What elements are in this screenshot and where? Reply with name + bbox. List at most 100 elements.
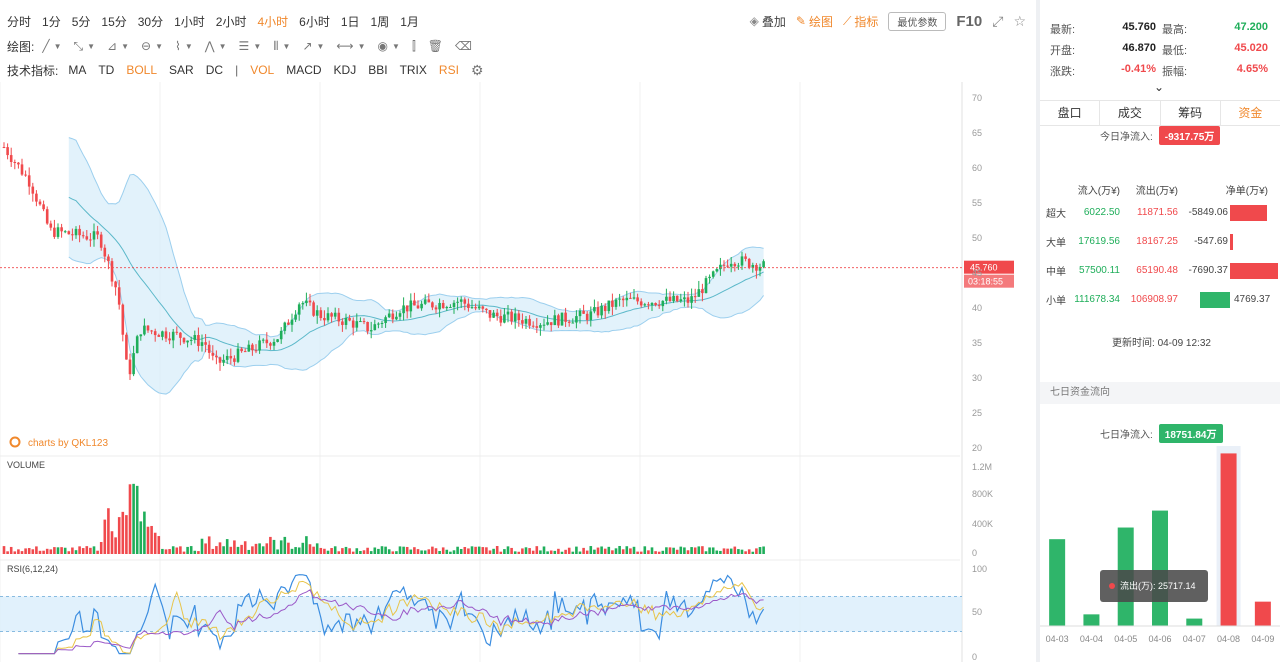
indicator-macd[interactable]: MACD: [286, 63, 322, 77]
volume-bar: [107, 508, 110, 554]
chevron-down-icon[interactable]: ▼: [282, 41, 291, 51]
candlestick-chart[interactable]: 45.760 03:18:55 70 65 60 55 50 45 40 35 30 25 20 1.2…: [0, 82, 1036, 662]
chevron-down-icon[interactable]: ▼: [392, 41, 400, 51]
seven-day-flow-chart[interactable]: 04-03 04-04 04-05 04-06 04-07 04-08 04-09 流出(万)…: [1040, 420, 1280, 662]
volume-bar: [333, 546, 337, 554]
fullscreen-icon[interactable]: ⤢: [992, 12, 1004, 29]
candle-body: [42, 204, 45, 210]
chevron-down-icon[interactable]: ▼: [316, 41, 325, 51]
indicator-rsi[interactable]: RSI: [438, 63, 459, 77]
logo-icon: [9, 436, 21, 448]
candle-body: [395, 316, 398, 320]
candle-body: [744, 256, 747, 259]
period-0[interactable]: 分时: [7, 14, 32, 29]
trash-icon[interactable]: 🗑: [427, 39, 444, 53]
fibonacci-tool-icon[interactable]: ☰: [238, 39, 250, 53]
period-10[interactable]: 1周: [370, 14, 390, 29]
optimal-params-button[interactable]: 最优参数: [888, 11, 947, 31]
period-7[interactable]: 4小时: [257, 14, 289, 29]
volume-bar: [326, 550, 330, 554]
volume-bar: [474, 546, 477, 554]
net-bar: [1230, 262, 1278, 279]
candle-body: [373, 324, 377, 331]
ray-tool-icon[interactable]: ⤡: [73, 38, 84, 53]
volume-bar: [157, 536, 161, 554]
chevron-down-icon[interactable]: ▼: [253, 41, 262, 51]
candle-body: [391, 313, 395, 320]
chevron-down-icon[interactable]: ▼: [357, 41, 366, 51]
volume-bar: [92, 546, 96, 554]
indicator-kdj[interactable]: KDJ: [333, 63, 357, 77]
tab-2[interactable]: 筹码: [1161, 101, 1221, 125]
volume-bar: [211, 548, 215, 554]
indicator-dc[interactable]: DC: [205, 63, 224, 77]
f10-button[interactable]: F10: [956, 12, 983, 30]
period-8[interactable]: 6小时: [299, 14, 330, 29]
indicator-button[interactable]: ⟋ 指标: [842, 13, 879, 29]
pattern-tool-icon[interactable]: ⋀: [204, 39, 215, 53]
period-4[interactable]: 30分: [137, 14, 164, 29]
volume-bar: [45, 548, 49, 554]
range-tool-icon[interactable]: ⟷: [336, 39, 354, 53]
gann-tool-icon[interactable]: ⦀: [273, 38, 279, 53]
rsi-band: [0, 596, 962, 632]
wave-tool-icon[interactable]: ⌇: [175, 39, 181, 53]
period-1[interactable]: 1分: [42, 14, 61, 29]
tab-3[interactable]: 资金: [1238, 106, 1263, 120]
period-9[interactable]: 1日: [340, 14, 360, 29]
line-tool-icon[interactable]: ╱: [42, 39, 50, 53]
indicator-boll[interactable]: BOLL: [126, 63, 158, 77]
chevron-down-icon[interactable]: ▼: [218, 41, 227, 51]
candle-body: [197, 335, 200, 346]
candle-body: [683, 297, 686, 300]
price-tick: 50: [972, 233, 982, 243]
indicator-bbi[interactable]: BBI: [368, 63, 388, 77]
volume-bar: [405, 546, 409, 554]
candle-body: [546, 322, 549, 325]
chevron-down-icon[interactable]: ⌄: [1154, 80, 1165, 94]
channel-tool-icon[interactable]: ⊿: [107, 39, 118, 53]
net-value: 4769.37: [1234, 293, 1271, 305]
period-6[interactable]: 2小时: [215, 14, 247, 29]
chevron-down-icon[interactable]: ▼: [155, 41, 163, 51]
chevron-down-icon[interactable]: ▼: [87, 41, 96, 51]
net-value: -5849.06: [1188, 206, 1228, 218]
period-5[interactable]: 1小时: [174, 14, 205, 29]
chevron-down-icon[interactable]: ▼: [121, 41, 130, 51]
indicator-td[interactable]: TD: [98, 63, 115, 77]
tab-1[interactable]: 成交: [1100, 101, 1161, 125]
period-3[interactable]: 15分: [101, 14, 127, 29]
net-value: -7690.37: [1188, 264, 1228, 276]
eraser-icon[interactable]: ⌫: [455, 39, 472, 53]
panel-divider[interactable]: [1036, 0, 1040, 662]
chevron-down-icon[interactable]: ▼: [184, 41, 193, 51]
indicator-sar[interactable]: SAR: [169, 63, 194, 77]
candle-body: [719, 264, 722, 270]
measure-tool-icon[interactable]: ⫿: [411, 38, 416, 53]
candle-body: [168, 338, 171, 341]
volume-bar: [686, 550, 690, 554]
annotation-tool-icon[interactable]: ◉: [377, 39, 389, 53]
gear-icon[interactable]: ⚙: [470, 61, 484, 78]
period-11[interactable]: 1月: [400, 14, 419, 29]
indicator-ma[interactable]: MA: [68, 63, 87, 77]
volume-bar: [513, 551, 517, 554]
volume-bar: [654, 551, 657, 554]
volume-bar: [603, 548, 607, 554]
draw-button[interactable]: ✎ 绘图: [795, 14, 833, 29]
volume-bar: [675, 549, 679, 554]
arrow-tool-icon[interactable]: ↗: [302, 39, 313, 53]
period-2[interactable]: 5分: [71, 14, 91, 29]
indicator-trix[interactable]: TRIX: [399, 63, 427, 77]
chevron-down-icon[interactable]: ▼: [53, 41, 62, 51]
candle-body: [200, 342, 204, 346]
star-icon[interactable]: ☆: [1013, 12, 1026, 29]
tab-0[interactable]: 盘口: [1040, 101, 1101, 125]
indicator-vol[interactable]: VOL: [250, 63, 275, 77]
circle-tool-icon[interactable]: ⊖: [141, 39, 152, 53]
indicator-row: 技术指标: MA TD BOLL SAR DC | VOL MACD KDJ BBI TRIX R…: [0, 60, 487, 80]
net-bar: [1230, 233, 1234, 250]
overlay-button[interactable]: ◈ 叠加: [749, 14, 786, 29]
candle-body: [254, 350, 258, 352]
volume-bar: [722, 548, 726, 554]
